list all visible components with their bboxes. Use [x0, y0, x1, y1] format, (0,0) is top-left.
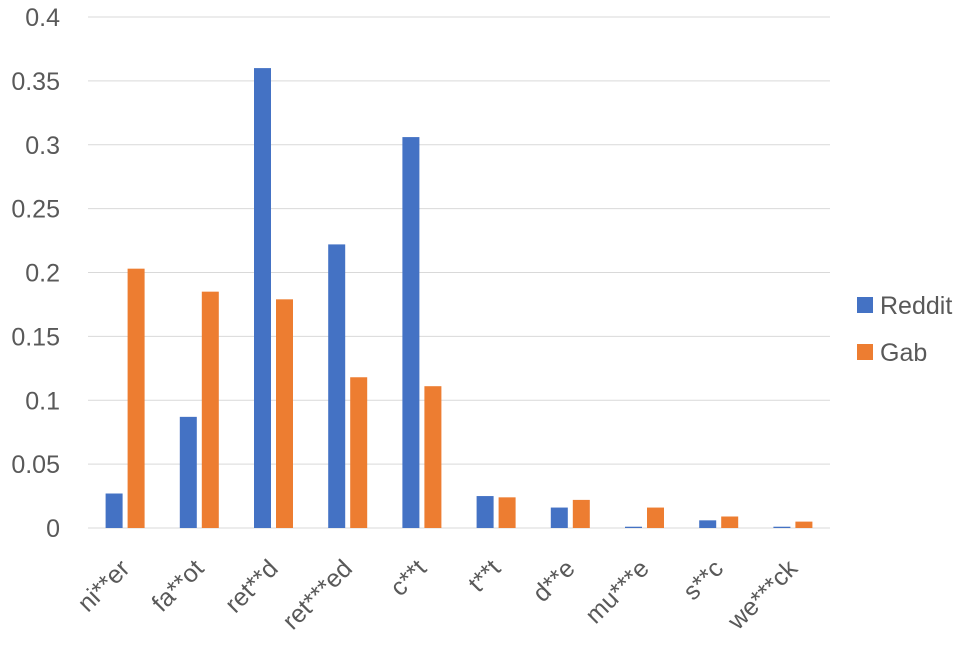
- bar-gab-8: [721, 516, 739, 528]
- x-tick-label: ret**d: [220, 554, 284, 618]
- bar-reddit-1: [179, 416, 197, 528]
- legend-swatch-reddit: [857, 297, 873, 313]
- legend: Reddit Gab: [857, 292, 952, 367]
- bar-reddit-2: [254, 68, 271, 528]
- bar-reddit-6: [550, 507, 568, 528]
- y-tick-label: 0.05: [11, 451, 60, 479]
- x-tick-label: fa**ot: [146, 554, 209, 617]
- x-tick-label: s**c: [678, 554, 729, 605]
- bar-gab-7: [647, 507, 664, 528]
- y-tick-label: 0.35: [11, 68, 60, 96]
- bar-gab-9: [795, 521, 813, 528]
- bar-gab-6: [572, 499, 590, 528]
- x-tick-label: c**t: [385, 554, 432, 601]
- y-tick-label: 0.25: [11, 196, 60, 224]
- y-tick-label: 0.2: [25, 260, 60, 288]
- y-tick-label: 0.1: [25, 387, 60, 415]
- y-tick-label: 0.15: [11, 323, 60, 351]
- y-axis-tick-labels: 0 0.05 0.1 0.15 0.2 0.25 0.3 0.35 0.4: [11, 4, 60, 543]
- x-tick-label: ret***ed: [277, 554, 358, 635]
- y-tick-label: 0.3: [25, 132, 60, 160]
- x-tick-label: d**e: [527, 554, 580, 607]
- bar-reddit-0: [105, 493, 123, 528]
- y-tick-label: 0.4: [25, 4, 60, 32]
- bars: [105, 68, 813, 528]
- gridlines: [88, 16, 830, 529]
- bar-gab-3: [350, 377, 368, 528]
- y-tick-label: 0: [46, 515, 60, 543]
- x-tick-label: we***ck: [722, 554, 804, 636]
- bar-gab-4: [424, 386, 442, 528]
- bar-reddit-4: [402, 137, 420, 528]
- bar-gab-5: [498, 497, 516, 528]
- bar-reddit-7: [625, 526, 642, 528]
- legend-label-reddit: Reddit: [880, 292, 952, 320]
- bar-reddit-3: [328, 244, 346, 528]
- x-tick-label: ni**er: [72, 554, 135, 617]
- bar-gab-1: [201, 291, 219, 528]
- legend-label-gab: Gab: [880, 339, 927, 367]
- legend-swatch-gab: [857, 344, 873, 360]
- bar-reddit-9: [773, 526, 791, 528]
- bar-reddit-5: [476, 496, 494, 528]
- bar-reddit-8: [699, 520, 717, 528]
- bar-gab-2: [276, 299, 293, 528]
- x-tick-label: t**t: [463, 554, 506, 597]
- x-tick-label: mu***e: [580, 554, 655, 629]
- bar-gab-0: [127, 268, 145, 528]
